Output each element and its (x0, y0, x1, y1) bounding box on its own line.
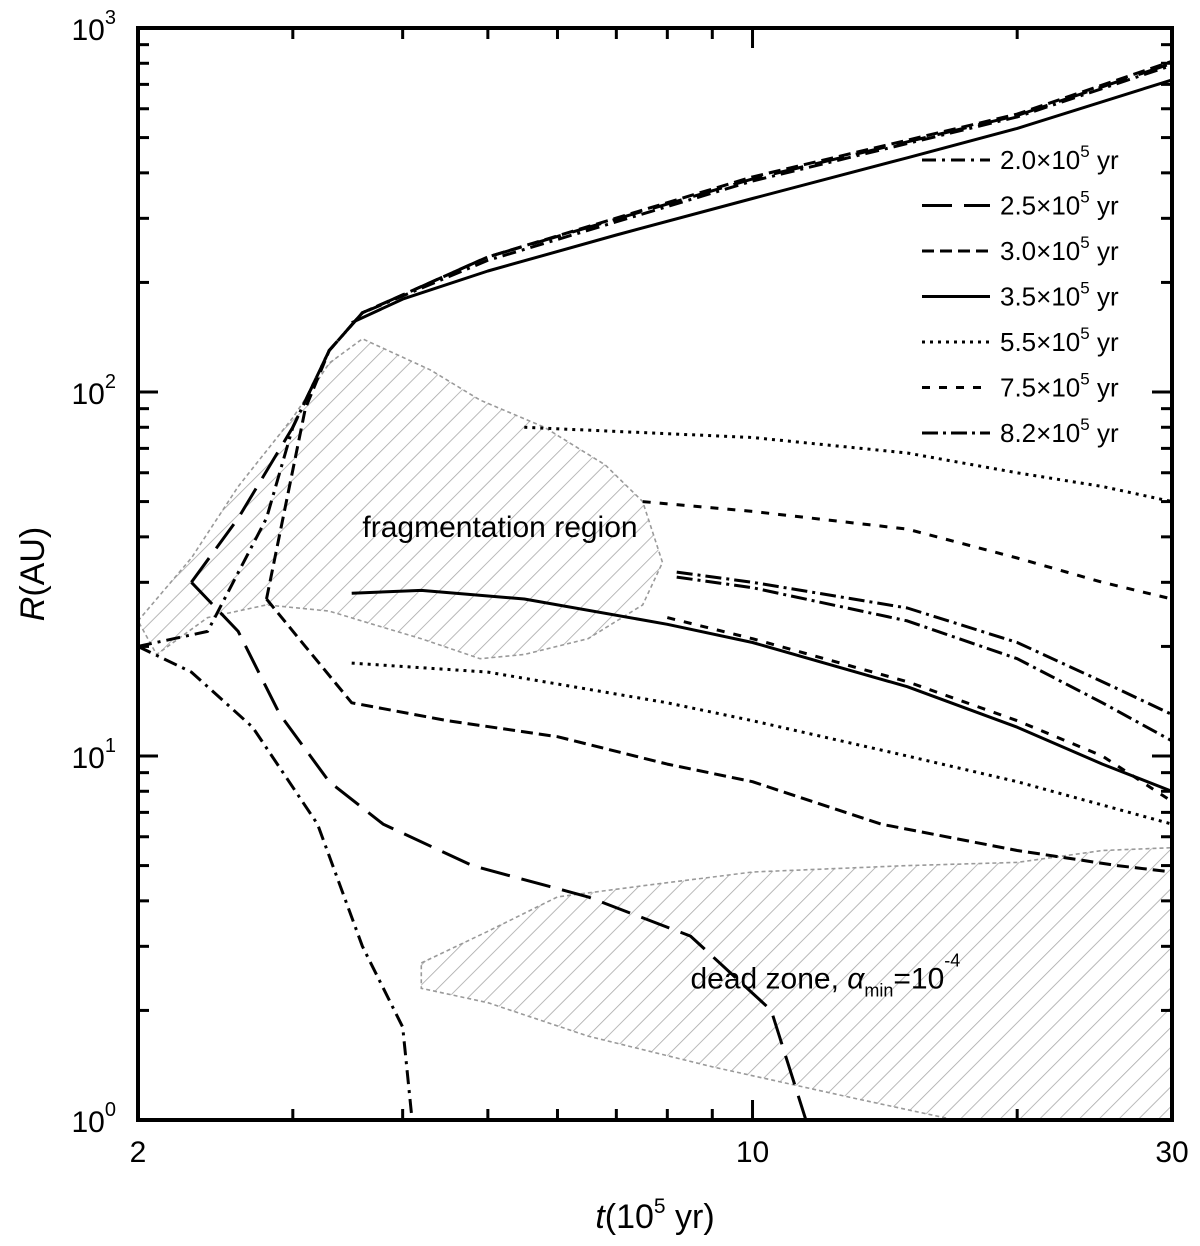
series-0-inner-line (138, 645, 414, 1120)
series-0-outer-line (138, 63, 1172, 648)
legend-label-6: 8.2×105 yr (1000, 415, 1119, 448)
y-tick-label-0: 100 (72, 1099, 117, 1139)
annotations: fragmentation region dead zone, αmin=10-4 (362, 511, 960, 1000)
annotation-0: fragmentation region (362, 511, 637, 544)
legend-label-3: 3.5×105 yr (1000, 279, 1119, 312)
series-4-inner-line (351, 661, 1172, 826)
y-tick-label-3: 103 (72, 7, 117, 47)
series-1-inner-line (190, 581, 808, 1120)
legend-label-0: 2.0×105 yr (1000, 142, 1119, 175)
x-tick-label-0: 2 (130, 1136, 147, 1169)
axes: 2 10 30 100 101 102 103 t(105 yr) R(AU) (14, 7, 1189, 1236)
legend-label-1: 2.5×105 yr (1000, 188, 1119, 221)
series-6-inner-line (676, 575, 1172, 743)
series-3-inner-line (351, 588, 1172, 793)
legend-label-5: 7.5×105 yr (1000, 370, 1119, 403)
y-tick-label-1: 101 (72, 735, 117, 775)
series-4-outer-line (524, 425, 1172, 504)
legend-label-4: 5.5×105 yr (1000, 324, 1119, 357)
legend: 2.0×105 yr 2.5×105 yr 3.0×105 yr 3.5×105 yr… (922, 142, 1119, 448)
x-tick-label-1: 10 (736, 1136, 769, 1169)
annotation-1: dead zone, αmin=10-4 (690, 950, 960, 1000)
series-6-outer-line (676, 570, 1172, 716)
series-3-outer-line (351, 78, 1172, 325)
series-5-outer-line (642, 500, 1172, 601)
plot-frame (136, 26, 1174, 1122)
x-axis-label: t(105 yr) (595, 1195, 714, 1236)
y-axis-label: R(AU) (14, 527, 52, 621)
series-2-outer-line (265, 59, 1172, 600)
series-2-inner-line (265, 598, 1172, 874)
y-tick-label-2: 102 (72, 371, 117, 411)
legend-label-2: 3.0×105 yr (1000, 233, 1119, 266)
series-lines (138, 59, 1172, 1120)
x-tick-label-2: 30 (1155, 1136, 1188, 1169)
region-dead-zone (420, 846, 1172, 1120)
shaded-regions (138, 337, 1172, 1120)
series-5-inner-line (666, 616, 1172, 803)
